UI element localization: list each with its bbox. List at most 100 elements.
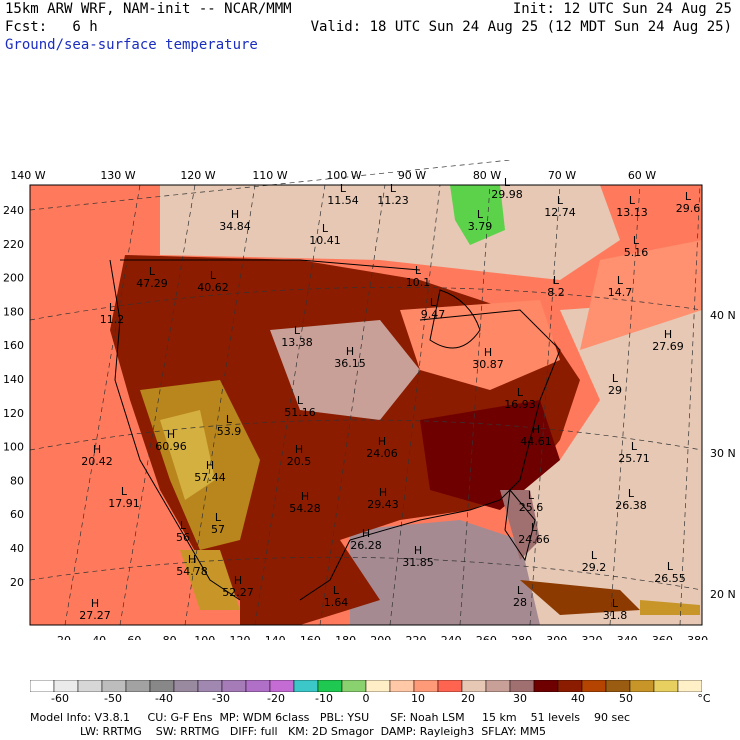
y-tick-label: 60 <box>10 508 24 521</box>
extremum-type: L <box>629 194 636 207</box>
extremum-type: H <box>379 486 387 499</box>
extremum-type: H <box>188 553 196 566</box>
extremum-type: L <box>390 182 397 195</box>
color-bar-label: 30 <box>513 692 527 705</box>
extremum-type: H <box>206 459 214 472</box>
model-title: 15km ARW WRF, NAM-init -- NCAR/MMM <box>5 1 292 17</box>
extremum-value: 44.61 <box>520 435 552 448</box>
color-bar-swatch <box>341 680 367 692</box>
extremum-value: 52.27 <box>222 586 254 599</box>
extremum-type: L <box>612 597 619 610</box>
x-tick-label: 280 <box>511 634 532 640</box>
extremum-type: H <box>378 435 386 448</box>
y-tick-label: 200 <box>3 272 24 285</box>
extremum-value: 29.6 <box>676 202 701 215</box>
y-tick-label: 160 <box>3 339 24 352</box>
extremum-type: H <box>93 443 101 456</box>
extremum-type: L <box>109 301 116 314</box>
lon-label: 60 W <box>628 169 656 182</box>
extremum-value: 25.6 <box>519 501 544 514</box>
color-bar-swatch <box>149 680 175 692</box>
valid-time: Valid: 18 UTC Sun 24 Aug 25 (12 MDT Sun … <box>310 19 732 35</box>
extremum-value: 12.74 <box>544 206 576 219</box>
extremum-value: 25.71 <box>618 452 650 465</box>
color-bar-swatch <box>581 680 607 692</box>
color-bar-swatch <box>173 680 199 692</box>
init-time: Init: 12 UTC Sun 24 Aug 25 <box>512 1 732 17</box>
color-bar-swatch <box>221 680 247 692</box>
extremum-type: L <box>633 234 640 247</box>
extremum-value: 29.98 <box>491 188 523 201</box>
extremum-value: 31.8 <box>603 609 628 622</box>
lon-label: 80 W <box>473 169 501 182</box>
extremum-type: H <box>346 345 354 358</box>
color-bar-label: -30 <box>212 692 230 705</box>
extremum-value: 3.79 <box>468 220 493 233</box>
lon-label: 70 W <box>548 169 576 182</box>
extremum-value: 24.06 <box>366 447 398 460</box>
extremum-value: 26.38 <box>615 499 647 512</box>
extremum-value: 20.42 <box>81 455 113 468</box>
color-bar-label: 40 <box>571 692 585 705</box>
x-tick-label: 300 <box>546 634 567 640</box>
y-tick-label: 40 <box>10 542 24 555</box>
x-tick-label: 140 <box>265 634 286 640</box>
model-info-line2: LW: RRTMG SW: RRTMG DIFF: full KM: 2D Sm… <box>80 725 546 738</box>
color-bar-label: 20 <box>461 692 475 705</box>
model-info-line1: Model Info: V3.8.1 CU: G-F Ens MP: WDM 6… <box>30 711 631 724</box>
extremum-type: L <box>531 521 538 534</box>
extremum-type: L <box>340 182 347 195</box>
extremum-type: L <box>517 584 524 597</box>
color-bar-swatch <box>101 680 127 692</box>
x-tick-label: 80 <box>163 634 177 640</box>
x-tick-label: 340 <box>617 634 638 640</box>
x-tick-label: 40 <box>92 634 106 640</box>
x-tick-label: 360 <box>652 634 673 640</box>
extremum-value: 47.29 <box>136 277 168 290</box>
x-tick-label: 240 <box>441 634 462 640</box>
extremum-type: H <box>295 443 303 456</box>
color-bar-label: -10 <box>315 692 333 705</box>
color-bar-swatch <box>77 680 103 692</box>
extremum-type: H <box>91 597 99 610</box>
extremum-value: 27.69 <box>652 340 684 353</box>
longitude-labels: 140 W 130 W 120 W 110 W 100 W 90 W 80 W 70 W 60 … <box>10 169 656 182</box>
extremum-type: H <box>362 527 370 540</box>
x-tick-label: 260 <box>476 634 497 640</box>
lon-label: 130 W <box>100 169 135 182</box>
extremum-value: 17.91 <box>108 497 140 510</box>
extremum-type: L <box>180 519 187 532</box>
extremum-value: 11.2 <box>100 313 125 326</box>
extremum-type: L <box>477 208 484 221</box>
extremum-type: L <box>504 176 511 189</box>
extremum-type: H <box>414 544 422 557</box>
color-bar-swatch <box>53 680 79 692</box>
color-bar-swatch <box>437 680 463 692</box>
extremum-value: 36.15 <box>334 357 366 370</box>
color-bar-swatch <box>653 680 679 692</box>
y-tick-label: 80 <box>10 474 24 487</box>
color-bar-swatch <box>30 680 55 692</box>
color-bar-swatch <box>365 680 391 692</box>
graticule <box>29 160 703 626</box>
lon-label: 110 W <box>252 169 287 182</box>
x-axis: 20 40 60 80 100 120 140 160 180 200 220 240 260 280 30… <box>57 634 708 640</box>
field-name: Ground/sea-surface temperature <box>5 37 258 53</box>
color-bar-swatch <box>461 680 487 692</box>
extremum-value: 29.43 <box>367 498 399 511</box>
color-bar-swatch <box>389 680 415 692</box>
extremum-type: L <box>333 584 340 597</box>
extremum-type: L <box>297 394 304 407</box>
extremum-value: 5.16 <box>624 246 649 259</box>
color-bar-label: 10 <box>411 692 425 705</box>
x-tick-label: 180 <box>335 634 356 640</box>
extremum-value: 54.78 <box>176 565 208 578</box>
map-frame <box>29 184 703 626</box>
extremum-type: L <box>685 190 692 203</box>
lon-label: 90 W <box>398 169 426 182</box>
lon-label: 120 W <box>180 169 215 182</box>
color-bar-swatch <box>605 680 631 692</box>
x-tick-label: 100 <box>194 634 215 640</box>
color-bar-swatch <box>245 680 271 692</box>
color-bar-label: 50 <box>619 692 633 705</box>
